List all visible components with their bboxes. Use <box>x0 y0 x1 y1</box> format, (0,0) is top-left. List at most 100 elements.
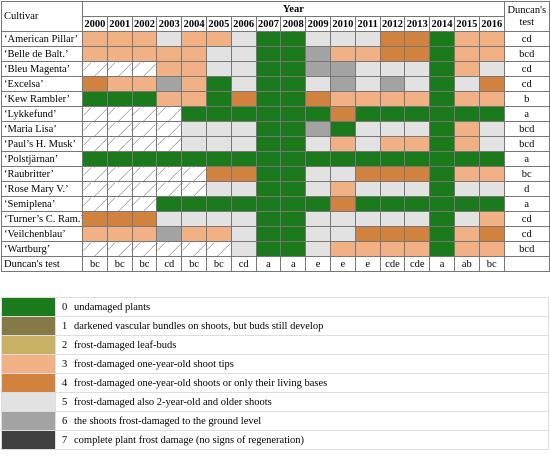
duncan-year-value: e <box>305 256 331 272</box>
no-data-cell <box>106 121 133 137</box>
legend-row: 7 complete plant frost damage (no signs o… <box>1 430 549 450</box>
table-row: ‘Wartburg’ bcd <box>1 241 550 257</box>
damage-cell <box>230 211 257 227</box>
year-header: 2012 <box>379 16 406 32</box>
damage-cell <box>230 181 257 197</box>
damage-cell <box>280 241 307 257</box>
damage-cell <box>453 61 480 77</box>
damage-cell <box>181 151 207 167</box>
damage-cell <box>205 136 232 152</box>
legend-swatch <box>1 373 56 393</box>
damage-cell <box>354 211 381 227</box>
damage-cell <box>305 91 331 107</box>
no-data-cell <box>131 121 158 137</box>
no-data-cell <box>131 106 158 122</box>
table-row: ‘Raubritter’ bc <box>1 166 550 182</box>
damage-cell <box>354 196 381 212</box>
duncan-year-value: bc <box>478 256 505 272</box>
legend-level: 7 <box>62 434 68 446</box>
damage-cell <box>230 61 257 77</box>
damage-cell <box>181 76 207 92</box>
year-header: 2016 <box>478 16 505 32</box>
damage-cell <box>305 166 331 182</box>
damage-cell <box>329 46 356 62</box>
no-data-cell <box>106 241 133 257</box>
damage-cell <box>255 166 282 182</box>
damage-cell <box>354 31 381 47</box>
year-header: 2001 <box>106 16 133 32</box>
damage-cell <box>131 91 158 107</box>
damage-cell <box>453 76 480 92</box>
legend-level: 1 <box>62 320 68 332</box>
damage-cell <box>230 226 257 242</box>
no-data-cell <box>156 121 183 137</box>
damage-cell <box>230 121 257 137</box>
damage-cell <box>453 106 480 122</box>
no-data-cell <box>131 181 158 197</box>
no-data-cell <box>82 106 108 122</box>
no-data-cell <box>131 196 158 212</box>
damage-cell <box>478 166 505 182</box>
damage-cell <box>453 181 480 197</box>
damage-cell <box>205 166 232 182</box>
damage-cell <box>305 196 331 212</box>
damage-cell <box>404 61 431 77</box>
cultivar-name: ‘Lykkefund’ <box>1 106 83 122</box>
damage-cell <box>230 136 257 152</box>
duncan-value: cd <box>503 31 550 47</box>
damage-cell <box>478 181 505 197</box>
duncan-year-value: bc <box>106 256 133 272</box>
damage-cell <box>478 196 505 212</box>
legend-label: frost-damaged one-year-old shoot tips <box>74 358 234 370</box>
table-row: ‘American Pillar’ cd <box>1 31 550 47</box>
legend-text: 1 darkened vascular bundles on shoots, bu… <box>55 316 549 336</box>
damage-cell <box>181 106 207 122</box>
duncan-year-value: a <box>280 256 307 272</box>
no-data-cell <box>181 166 207 182</box>
cultivar-name: ‘Wartburg’ <box>1 241 83 257</box>
damage-cell <box>131 31 158 47</box>
damage-cell <box>354 226 381 242</box>
legend-label: undamaged plants <box>74 301 151 313</box>
damage-cell <box>255 121 282 137</box>
damage-cell <box>181 196 207 212</box>
table-row: ‘Veilchenblau’ cd <box>1 226 550 242</box>
legend-text: 3 frost-damaged one-year-old shoot tips <box>55 354 549 374</box>
legend-level: 6 <box>62 415 68 427</box>
damage-cell <box>205 211 232 227</box>
damage-cell <box>156 91 183 107</box>
damage-cell <box>305 31 331 47</box>
damage-cell <box>429 226 455 242</box>
legend-row: 4 frost-damaged one-year-old shoots or on… <box>1 373 549 393</box>
damage-cell <box>82 46 108 62</box>
damage-cell <box>329 61 356 77</box>
year-header: 2013 <box>404 16 431 32</box>
no-data-cell <box>82 136 108 152</box>
damage-cell <box>429 211 455 227</box>
legend-label: darkened vascular bundles on shoots, but… <box>74 320 324 332</box>
damage-cell <box>181 91 207 107</box>
no-data-cell <box>106 181 133 197</box>
damage-cell <box>106 76 133 92</box>
no-data-cell <box>82 181 108 197</box>
damage-cell <box>156 226 183 242</box>
damage-cell <box>131 76 158 92</box>
damage-cell <box>329 211 356 227</box>
damage-cell <box>106 151 133 167</box>
damage-cell <box>453 226 480 242</box>
damage-cell <box>230 196 257 212</box>
no-data-cell <box>82 196 108 212</box>
damage-cell <box>280 61 307 77</box>
damage-cell <box>329 31 356 47</box>
damage-cell <box>280 151 307 167</box>
damage-cell <box>181 61 207 77</box>
table-row: ‘Kew Rambler’ b <box>1 91 550 107</box>
damage-cell <box>305 181 331 197</box>
no-data-cell <box>156 166 183 182</box>
legend-label: frost-damaged one-year-old shoots or onl… <box>74 377 328 389</box>
damage-cell <box>82 91 108 107</box>
year-header: 2014 <box>429 16 455 32</box>
damage-cell <box>429 46 455 62</box>
damage-cell <box>205 181 232 197</box>
damage-cell <box>82 211 108 227</box>
